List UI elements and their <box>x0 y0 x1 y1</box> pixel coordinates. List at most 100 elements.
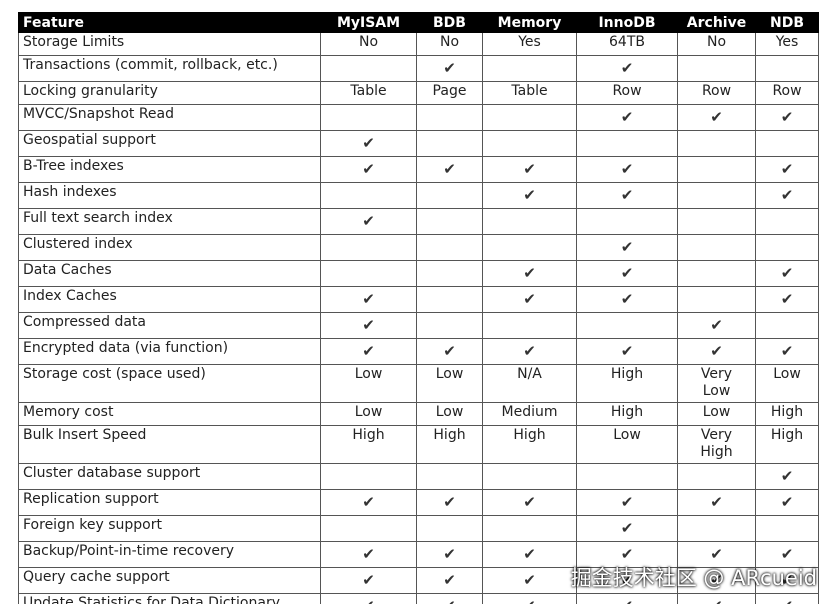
value-cell: ✔ <box>416 55 483 82</box>
value-cell: Low <box>320 402 417 426</box>
value-cell: No <box>677 32 756 56</box>
value-cell <box>416 130 483 157</box>
value-cell <box>677 234 756 261</box>
cell-text: Low <box>702 404 731 420</box>
value-cell: ✔ <box>416 489 483 516</box>
value-cell: ✔ <box>576 338 678 365</box>
column-header: Memory <box>482 12 577 33</box>
value-cell: ✔ <box>416 567 483 594</box>
value-cell: ✔ <box>482 156 577 183</box>
value-cell: ✔ <box>677 338 756 365</box>
value-cell <box>482 515 577 542</box>
value-cell <box>320 515 417 542</box>
table-row: Index Caches ✔ ✔ ✔ ✔ <box>18 286 819 313</box>
value-cell: Very Low <box>677 364 756 403</box>
feature-cell: Bulk Insert Speed <box>18 425 321 464</box>
value-cell: High <box>755 402 819 426</box>
value-cell: ✔ <box>416 541 483 568</box>
value-cell <box>416 286 483 313</box>
value-cell: ✔ <box>576 156 678 183</box>
feature-cell: Update Statistics for Data Dictionary <box>18 593 321 604</box>
value-cell <box>320 55 417 82</box>
value-cell: ✔ <box>677 312 756 339</box>
value-cell: ✔ <box>755 104 819 131</box>
value-cell: ✔ <box>755 286 819 313</box>
column-header: NDB <box>755 12 819 33</box>
table-row: Foreign key support ✔ <box>18 515 819 542</box>
table-row: Data Caches ✔ ✔ ✔ <box>18 260 819 287</box>
feature-cell: Compressed data <box>18 312 321 339</box>
table-row: Cluster database support ✔ <box>18 463 819 490</box>
column-header: InnoDB <box>576 12 678 33</box>
value-cell: ✔ <box>755 338 819 365</box>
value-cell <box>677 260 756 287</box>
value-cell: Low <box>416 364 483 403</box>
value-cell: ✔ <box>576 515 678 542</box>
feature-cell: MVCC/Snapshot Read <box>18 104 321 131</box>
table-row: Query cache support ✔ ✔ ✔ ✔ ✔ ✔ <box>18 567 819 594</box>
table-row: Hash indexes ✔ ✔ ✔ <box>18 182 819 209</box>
value-cell: ✔ <box>482 286 577 313</box>
value-cell: Table <box>482 81 577 105</box>
feature-cell: Geospatial support <box>18 130 321 157</box>
feature-cell: Storage cost (space used) <box>18 364 321 403</box>
value-cell: ✔ <box>576 55 678 82</box>
value-cell <box>416 515 483 542</box>
value-cell: ✔ <box>320 338 417 365</box>
value-cell: High <box>482 425 577 464</box>
value-cell <box>755 55 819 82</box>
feature-cell: Data Caches <box>18 260 321 287</box>
cell-text: ✔ <box>710 108 723 126</box>
feature-cell: Transactions (commit, rollback, etc.) <box>18 55 321 82</box>
feature-cell: Cluster database support <box>18 463 321 490</box>
value-cell <box>677 208 756 235</box>
value-cell: High <box>416 425 483 464</box>
table-row: Encrypted data (via function) ✔ ✔ ✔ ✔ ✔ ✔ <box>18 338 819 365</box>
value-cell: ✔ <box>320 312 417 339</box>
value-cell: ✔ <box>677 489 756 516</box>
value-cell: ✔ <box>320 567 417 594</box>
feature-cell: Query cache support <box>18 567 321 594</box>
value-cell <box>416 312 483 339</box>
value-cell: Low <box>677 402 756 426</box>
cell-text: ✔ <box>710 571 723 589</box>
value-cell: ✔ <box>576 593 678 604</box>
feature-cell: Encrypted data (via function) <box>18 338 321 365</box>
feature-cell: Backup/Point-in-time recovery <box>18 541 321 568</box>
value-cell: ✔ <box>755 260 819 287</box>
feature-cell: Hash indexes <box>18 182 321 209</box>
value-cell: High <box>320 425 417 464</box>
cell-text: ✔ <box>710 545 723 563</box>
value-cell <box>576 130 678 157</box>
value-cell: ✔ <box>576 260 678 287</box>
value-cell: ✔ <box>576 567 678 594</box>
column-header: BDB <box>416 12 483 33</box>
table-row: Storage cost (space used) Low Low N/A High Ve… <box>18 364 819 403</box>
value-cell <box>677 156 756 183</box>
value-cell <box>482 312 577 339</box>
value-cell: ✔ <box>320 541 417 568</box>
value-cell: ✔ <box>755 567 819 594</box>
value-cell: ✔ <box>755 541 819 568</box>
value-cell <box>416 463 483 490</box>
value-cell <box>482 55 577 82</box>
value-cell: ✔ <box>320 489 417 516</box>
value-cell <box>755 208 819 235</box>
value-cell: N/A <box>482 364 577 403</box>
value-cell: Row <box>755 81 819 105</box>
value-cell: Row <box>576 81 678 105</box>
value-cell: Low <box>576 425 678 464</box>
value-cell: ✔ <box>416 338 483 365</box>
value-cell <box>677 463 756 490</box>
feature-cell: Clustered index <box>18 234 321 261</box>
value-cell <box>755 312 819 339</box>
value-cell: ✔ <box>416 593 483 604</box>
column-header: Feature <box>18 12 321 33</box>
value-cell: ✔ <box>677 593 756 604</box>
value-cell <box>482 130 577 157</box>
value-cell: ✔ <box>482 338 577 365</box>
value-cell <box>755 515 819 542</box>
value-cell <box>677 130 756 157</box>
feature-cell: Foreign key support <box>18 515 321 542</box>
